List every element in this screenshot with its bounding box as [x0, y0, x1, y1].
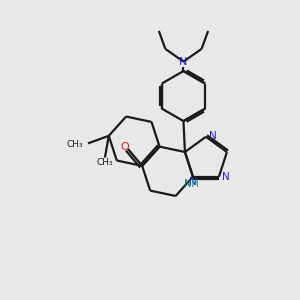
Text: CH₃: CH₃ [66, 140, 83, 149]
Text: O: O [120, 142, 129, 152]
Text: NH: NH [184, 179, 199, 189]
Text: N: N [188, 177, 196, 187]
Text: N: N [208, 130, 216, 141]
Text: CH₃: CH₃ [97, 158, 113, 167]
Text: N: N [221, 172, 229, 182]
Text: N: N [179, 57, 188, 67]
